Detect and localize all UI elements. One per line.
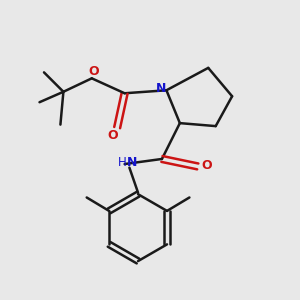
Text: N: N: [156, 82, 166, 95]
Text: H: H: [118, 156, 127, 169]
Text: O: O: [107, 129, 118, 142]
Text: O: O: [201, 159, 212, 172]
Text: O: O: [88, 65, 99, 78]
Text: N: N: [127, 156, 137, 169]
